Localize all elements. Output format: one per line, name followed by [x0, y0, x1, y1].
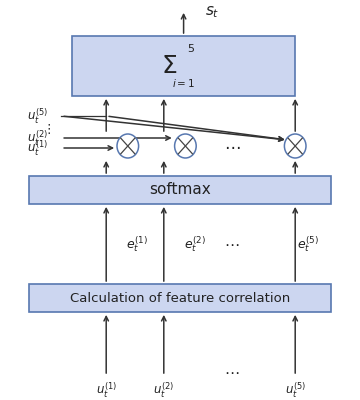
Circle shape	[284, 134, 306, 158]
Text: $u_t^{(1)}$: $u_t^{(1)}$	[27, 138, 48, 158]
Text: $\cdots$: $\cdots$	[224, 137, 240, 155]
Text: $\Sigma$: $\Sigma$	[161, 54, 177, 78]
Text: $s_t$: $s_t$	[205, 4, 220, 20]
Text: $u_t^{(5)}$: $u_t^{(5)}$	[285, 380, 306, 400]
Text: $u_t^{(2)}$: $u_t^{(2)}$	[27, 128, 48, 148]
Text: $\cdots$: $\cdots$	[225, 236, 240, 252]
Text: $u_t^{(2)}$: $u_t^{(2)}$	[153, 380, 174, 400]
FancyBboxPatch shape	[29, 284, 331, 312]
Circle shape	[175, 134, 196, 158]
Text: $e_t^{(1)}$: $e_t^{(1)}$	[126, 234, 148, 254]
Text: 5: 5	[187, 44, 194, 54]
Circle shape	[117, 134, 139, 158]
Text: softmax: softmax	[149, 182, 211, 198]
Text: $u_t^{(1)}$: $u_t^{(1)}$	[96, 380, 117, 400]
Text: $e_t^{(5)}$: $e_t^{(5)}$	[297, 234, 319, 254]
FancyBboxPatch shape	[72, 36, 295, 96]
Text: $u_t^{(5)}$: $u_t^{(5)}$	[27, 106, 48, 126]
Text: Calculation of feature correlation: Calculation of feature correlation	[70, 292, 290, 304]
Text: $e_t^{(2)}$: $e_t^{(2)}$	[184, 234, 206, 254]
Text: $\vdots$: $\vdots$	[42, 122, 51, 136]
FancyBboxPatch shape	[29, 176, 331, 204]
Text: $\cdots$: $\cdots$	[225, 364, 240, 380]
Text: $i=1$: $i=1$	[172, 77, 195, 89]
